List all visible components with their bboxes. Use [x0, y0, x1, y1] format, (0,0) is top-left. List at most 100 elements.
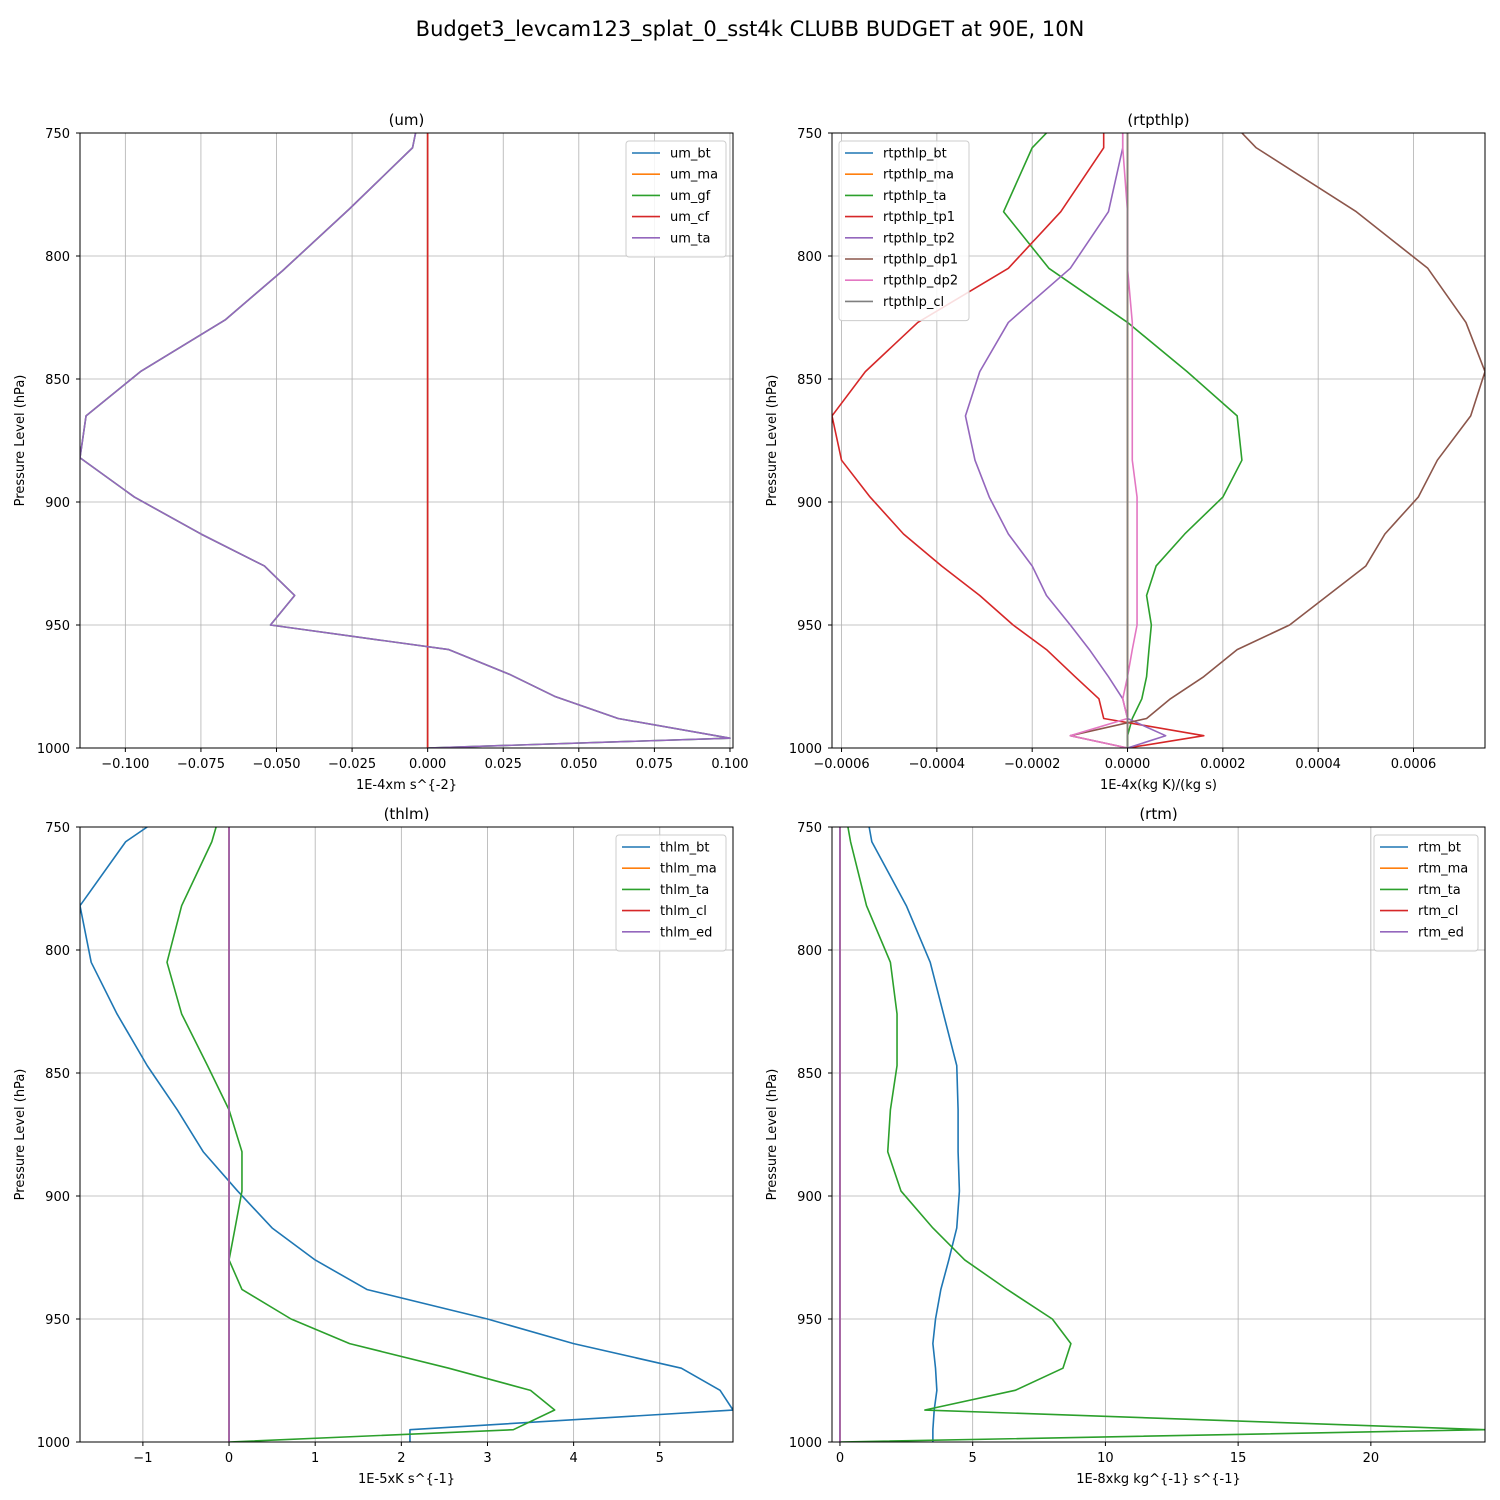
axes-frame: [831, 826, 1486, 1443]
y-tick-label: 750: [797, 821, 822, 836]
x-tick-label: 0.050: [560, 757, 597, 772]
x-tick-label: 10: [1097, 1451, 1114, 1466]
subplot-title: (rtpthlp): [1127, 111, 1189, 129]
y-axis-label: Pressure Level (hPa): [13, 375, 28, 507]
legend-label: um_ma: [670, 168, 718, 183]
x-tick-label: 20: [1363, 1451, 1380, 1466]
y-tick-label: 850: [45, 1067, 70, 1082]
y-tick-label: 800: [45, 250, 70, 265]
y-tick-label: 950: [45, 1313, 70, 1328]
legend-label: thlm_ma: [660, 862, 717, 877]
legend: rtm_bt rtm_ma rtm_ta rtm_cl rtm_ed: [1373, 834, 1479, 952]
legend-frame: [625, 140, 727, 258]
legend-frame: [838, 140, 970, 322]
subplot-grid: −0.100 −0.075 −0.050 −0.025 0.000 0.025 0.050 0…: [13, 111, 1486, 1487]
series-group: [839, 827, 1485, 1442]
y-tick-label: 900: [45, 1190, 70, 1205]
subplot-0: −0.100 −0.075 −0.050 −0.025 0.000 0.025 0.050 0…: [13, 111, 749, 793]
subplot-2: −1 0 1 2 3 4 5 750 800 850 900 950 1000 (thlm) 1E-5xK …: [13, 805, 734, 1487]
x-tick-label: −0.0006: [813, 757, 869, 772]
x-tick-label: 5: [969, 1451, 977, 1466]
legend-label: rtpthlp_cl: [883, 295, 944, 310]
legend-label: rtm_bt: [1418, 841, 1461, 856]
y-tick-label: 850: [797, 1067, 822, 1082]
x-tick-label: 0.0002: [1200, 757, 1246, 772]
series-group: [80, 133, 731, 748]
legend-label: rtpthlp_ta: [883, 189, 946, 204]
y-tick-label: 800: [45, 944, 70, 959]
legend-label: rtpthlp_bt: [883, 147, 947, 162]
legend: um_bt um_ma um_gf um_cf um_ta: [625, 140, 727, 258]
axes-frame: [79, 132, 734, 749]
legend-label: um_cf: [670, 210, 710, 225]
y-tick-label: 1000: [789, 1436, 822, 1451]
y-tick-label: 800: [797, 250, 822, 265]
x-tick-label: 3: [483, 1451, 491, 1466]
x-tick-label: 4: [569, 1451, 577, 1466]
x-tick-label: 0.0006: [1391, 757, 1437, 772]
y-axis-label: Pressure Level (hPa): [765, 375, 780, 507]
legend-label: thlm_bt: [660, 841, 709, 856]
subplot-title: (rtm): [1139, 805, 1177, 823]
y-tick-label: 950: [45, 619, 70, 634]
legend-label: rtm_cl: [1418, 904, 1458, 919]
legend-label: rtpthlp_dp2: [883, 274, 958, 289]
legend: rtpthlp_bt rtpthlp_ma rtpthlp_ta rtpthlp_tp…: [838, 140, 970, 322]
x-axis-label: 1E-4xm s^{-2}: [356, 778, 457, 793]
series-line-rtm_bt: [868, 827, 961, 1442]
figure-title: Budget3_levcam123_splat_0_sst4k CLUBB BU…: [416, 17, 1085, 42]
y-tick-label: 900: [45, 496, 70, 511]
x-tick-label: −1: [133, 1451, 152, 1466]
legend-label: rtm_ta: [1418, 883, 1461, 898]
legend-frame: [615, 834, 727, 952]
series-line-rtpthlp_dp1: [1069, 133, 1485, 748]
x-tick-label: 15: [1230, 1451, 1247, 1466]
legend-label: um_gf: [670, 189, 711, 204]
y-tick-label: 750: [45, 127, 70, 142]
y-tick-label: 1000: [37, 1436, 70, 1451]
subplot-3: 0 5 10 15 20 750 800 850 900 950 1000 (rtm) 1E-8xkg …: [765, 805, 1486, 1487]
series-line-rtpthlp_tp1: [832, 133, 1205, 748]
x-tick-label: 0.025: [485, 757, 522, 772]
legend-label: rtpthlp_ma: [883, 168, 954, 183]
legend-label: rtm_ed: [1418, 925, 1464, 940]
y-axis-label: Pressure Level (hPa): [13, 1069, 28, 1201]
x-axis-label: 1E-8xkg kg^{-1} s^{-1}: [1076, 1472, 1241, 1487]
y-tick-label: 1000: [789, 742, 822, 757]
legend-label: rtm_ma: [1418, 862, 1468, 877]
y-tick-label: 950: [797, 1313, 822, 1328]
y-tick-label: 850: [797, 373, 822, 388]
legend-label: rtpthlp_tp2: [883, 231, 955, 246]
series-line-um_ta: [80, 133, 731, 748]
subplot-1: −0.0006 −0.0004 −0.0002 0.0000 0.0002 0.0004 0…: [765, 111, 1486, 793]
y-tick-label: 1000: [37, 742, 70, 757]
x-tick-label: −0.0004: [909, 757, 965, 772]
x-axis-label: 1E-5xK s^{-1}: [358, 1472, 455, 1487]
legend-label: thlm_ed: [660, 925, 712, 940]
legend-label: rtpthlp_dp1: [883, 253, 958, 268]
x-tick-label: 1: [311, 1451, 319, 1466]
y-tick-label: 850: [45, 373, 70, 388]
legend-label: thlm_cl: [660, 904, 707, 919]
legend-label: um_ta: [670, 231, 710, 246]
x-axis-label: 1E-4x(kg K)/(kg s): [1100, 778, 1217, 793]
x-tick-label: 0: [836, 1451, 844, 1466]
x-tick-label: −0.075: [177, 757, 225, 772]
x-tick-label: 0.100: [711, 757, 748, 772]
x-tick-label: −0.0002: [1004, 757, 1060, 772]
x-tick-label: −0.050: [252, 757, 300, 772]
y-tick-label: 750: [45, 821, 70, 836]
y-tick-label: 900: [797, 1190, 822, 1205]
subplot-title: (um): [389, 111, 425, 129]
legend-frame: [1373, 834, 1479, 952]
series-line-rtm_ta: [839, 827, 1485, 1442]
x-tick-label: 0.0004: [1295, 757, 1341, 772]
x-tick-label: 5: [656, 1451, 664, 1466]
legend-label: um_bt: [670, 147, 711, 162]
series-group: [80, 827, 733, 1442]
x-tick-label: −0.100: [101, 757, 149, 772]
x-tick-label: 0.075: [636, 757, 673, 772]
axes-frame: [79, 826, 734, 1443]
